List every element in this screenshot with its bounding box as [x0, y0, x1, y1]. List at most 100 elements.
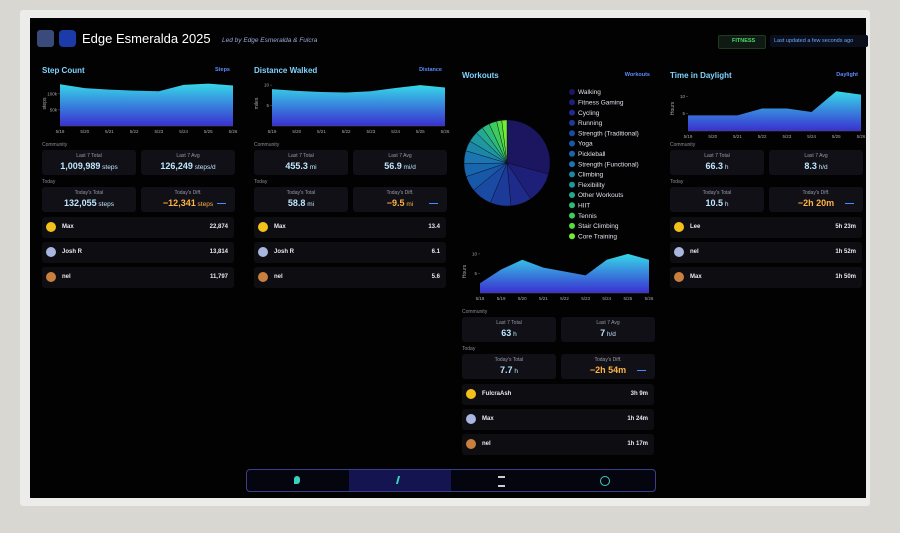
stat-unit: h [724, 164, 729, 171]
category-badge [718, 35, 766, 49]
panel-tag: Distance [419, 67, 442, 73]
legend-label: Fitness Gaming [578, 100, 624, 107]
leader-name: Max [62, 224, 74, 230]
x-tick-label: 5/19 [268, 129, 277, 134]
stat-box [561, 354, 655, 379]
area [480, 253, 649, 293]
y-tick-label: 100k [47, 91, 58, 96]
stat-box [670, 187, 764, 212]
legend-label: Cycling [578, 110, 600, 117]
area-chart: Hours 5 10 5/19 5/20 5/21 5/22 5/23 5/24 5/25 5/26 [670, 91, 866, 139]
stat-label: Last 7 Total [288, 153, 314, 159]
section-label: Community [462, 309, 488, 315]
x-tick-label: 5/23 [154, 129, 163, 134]
x-tick-label: 5/24 [602, 296, 611, 301]
x-tick-label: 5/23 [366, 129, 375, 134]
x-tick-label: 5/23 [581, 296, 590, 301]
stat-number: 10.5 [705, 198, 724, 208]
x-tick-label: 5/22 [342, 129, 351, 134]
leader-value: 1h 52m [835, 249, 856, 255]
legend-swatch [569, 181, 575, 188]
section-label: Today [254, 179, 268, 185]
legend-swatch [569, 192, 575, 198]
medal [466, 439, 476, 449]
legend-swatch [569, 171, 575, 178]
leader-row [462, 434, 654, 455]
section-label: Today [42, 179, 56, 185]
stat-label: Today's Total [286, 190, 316, 196]
legend-label: Stair Climbing [578, 223, 619, 230]
x-tick-label: 5/21 [539, 296, 548, 301]
leader-row [462, 409, 654, 430]
area [272, 85, 445, 126]
y-axis-label: Hours [670, 101, 676, 115]
stat-label: Last 7 Avg [596, 320, 620, 326]
stat-number: 1,009,989 [60, 161, 101, 171]
stat-label: Today's Diff. [386, 190, 414, 196]
stat-unit: steps [197, 201, 214, 208]
stat-label: Today's Total [494, 357, 524, 363]
stat-number: 126,249 [160, 161, 193, 171]
stat-number: −2h 54m [589, 365, 627, 375]
x-tick-label: 5/21 [733, 134, 742, 139]
nav-icon-map [294, 476, 300, 484]
medal [46, 247, 56, 257]
x-tick-label: 5/26 [229, 129, 238, 134]
stat-value: 1,009,989 steps [42, 161, 136, 171]
stat-number: 63 [501, 328, 512, 338]
updated-badge [770, 35, 868, 47]
y-tick-label: 5 [474, 271, 477, 276]
stat-number: −12,341 [162, 198, 196, 208]
stat-box [670, 150, 764, 175]
leader-row [670, 242, 862, 263]
stat-number: 7.7 [500, 365, 513, 375]
x-tick-label: 5/22 [560, 296, 569, 301]
legend-label: Other Workouts [578, 192, 624, 199]
medal [258, 222, 268, 232]
legend-label: Running [578, 120, 603, 127]
stat-value: −2h 20m [769, 198, 863, 208]
category-badge-text: FITNESS [732, 38, 756, 44]
x-tick-label: 5/20 [292, 129, 301, 134]
leader-row [670, 267, 862, 288]
leader-row [462, 384, 654, 405]
area [688, 91, 861, 131]
stat-box [561, 317, 655, 342]
app-title: Edge Esmeralda 2025 [82, 31, 211, 46]
leader-row [42, 217, 234, 238]
x-tick-label: 5/19 [497, 296, 506, 301]
leader-name: Josh R [62, 249, 83, 255]
stat-number: 132,055 [64, 198, 97, 208]
panel-title: Workouts [462, 71, 499, 80]
stat-label: Today's Diff. [802, 190, 830, 196]
y-axis-label: Hours [462, 264, 468, 278]
stat-label: Last 7 Avg [176, 153, 200, 159]
leader-row [254, 217, 446, 238]
area-chart: miles 5 10 5/19 5/20 5/21 5/22 5/23 5/24 5/25 5/26 [254, 83, 450, 134]
x-tick-label: 5/21 [105, 129, 114, 134]
leader-row [42, 242, 234, 263]
leader-name: FulcraAsh [482, 391, 512, 397]
section-label: Today [462, 346, 476, 352]
legend-swatch [569, 109, 575, 116]
medal [466, 389, 476, 399]
stat-label: Last 7 Total [704, 153, 730, 159]
nav-icon-mind [600, 476, 610, 486]
stat-label: Last 7 Avg [388, 153, 412, 159]
stat-label: Today's Diff. [594, 357, 622, 363]
stat-value: 63 h [462, 328, 556, 338]
panel-tag: Daylight [836, 72, 858, 78]
stat-value: 56.9 mi/d [353, 161, 447, 171]
trend-arrow [845, 203, 854, 204]
stat-box [353, 187, 447, 212]
stat-value: 126,249 steps/d [141, 161, 235, 171]
logo-fulcra [59, 30, 76, 47]
x-tick-label: 5/20 [708, 134, 717, 139]
x-tick-label: 5/26 [645, 296, 654, 301]
trend-arrow [217, 203, 226, 204]
stat-unit: h/d [818, 164, 828, 171]
stat-unit: mi/d [403, 164, 416, 171]
panel-title: Time in Daylight [670, 71, 732, 80]
nav-tab-fitness[interactable] [349, 470, 451, 491]
